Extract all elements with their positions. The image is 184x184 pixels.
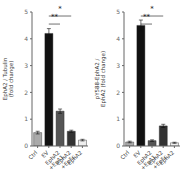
svg-text:3: 3 xyxy=(116,62,120,69)
svg-text:Ctrl: Ctrl xyxy=(119,149,130,160)
svg-text:1: 1 xyxy=(116,115,120,122)
svg-text:EphA2: EphA2 xyxy=(66,149,83,166)
svg-text:0: 0 xyxy=(24,142,28,149)
svg-text:1: 1 xyxy=(24,115,28,122)
svg-text:pY588-EphA2 /EphA2 (fold chang: pY588-EphA2 /EphA2 (fold change) xyxy=(94,51,107,107)
svg-text:EphA2: EphA2 xyxy=(158,149,175,166)
svg-text:2: 2 xyxy=(24,89,28,96)
svg-text:4: 4 xyxy=(24,35,28,42)
svg-text:**: ** xyxy=(51,13,59,21)
svg-text:2: 2 xyxy=(116,89,120,96)
svg-text:EphA2 / Tubulin(fold change): EphA2 / Tubulin(fold change) xyxy=(8,57,15,100)
svg-text:3: 3 xyxy=(24,62,28,69)
svg-text:0: 0 xyxy=(116,142,120,149)
svg-text:Ctrl: Ctrl xyxy=(27,149,38,160)
svg-text:5: 5 xyxy=(116,8,120,15)
svg-text:5: 5 xyxy=(24,8,28,15)
svg-text:*: * xyxy=(58,5,62,13)
svg-text:**: ** xyxy=(143,13,151,21)
svg-text:4: 4 xyxy=(116,35,120,42)
svg-text:*: * xyxy=(150,5,154,13)
